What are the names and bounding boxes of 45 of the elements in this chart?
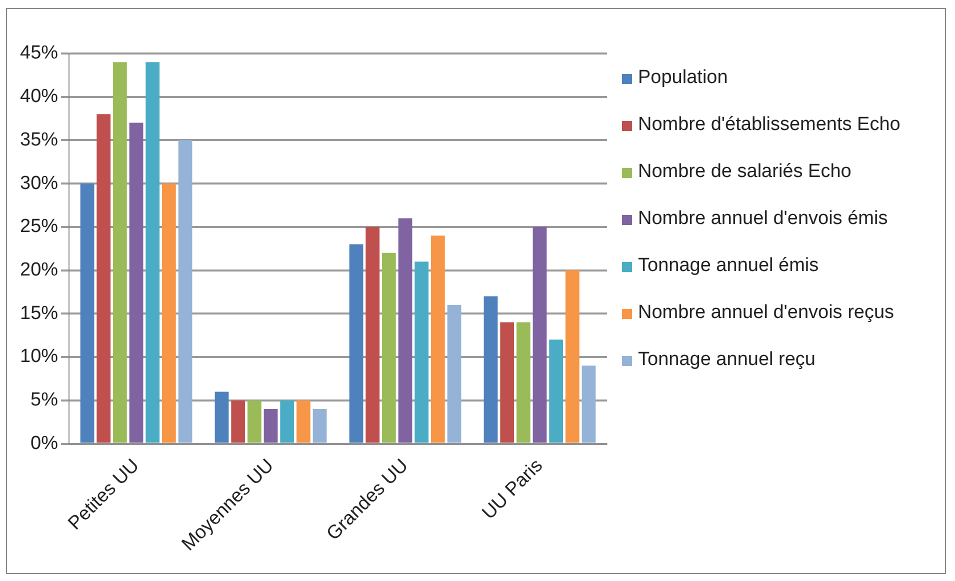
bar — [146, 62, 160, 443]
bar — [280, 400, 294, 443]
bar — [162, 184, 176, 443]
legend-label: Tonnage annuel reçu — [638, 348, 816, 372]
legend-label: Nombre d'établissements Echo — [638, 113, 900, 137]
legend-label: Nombre annuel d'envois reçus — [638, 301, 894, 325]
legend-label: Population — [638, 66, 728, 90]
bar — [129, 122, 144, 443]
bar — [312, 409, 327, 443]
legend-label: Nombre annuel d'envois émis — [638, 207, 888, 231]
bar — [430, 236, 445, 443]
bar — [565, 270, 580, 443]
bar — [549, 340, 564, 443]
bar — [214, 392, 229, 443]
y-tick-label: 30% — [20, 172, 58, 194]
bar — [96, 114, 111, 443]
bar — [296, 400, 310, 443]
bar — [178, 140, 192, 443]
bar — [582, 366, 596, 443]
bar — [349, 244, 364, 443]
y-tick-label: 5% — [30, 390, 58, 411]
bar — [80, 184, 94, 443]
bar — [113, 62, 127, 443]
y-tick-label: 45% — [20, 42, 58, 64]
y-tick-label: 25% — [20, 216, 58, 238]
y-tick-label: 0% — [30, 432, 58, 454]
bar — [247, 400, 262, 443]
bar — [484, 296, 498, 443]
y-tick-label: 20% — [20, 260, 58, 280]
legend-label: Nombre de salariés Echo — [638, 160, 852, 184]
bar — [414, 262, 429, 443]
bar — [398, 218, 412, 443]
y-tick-label: 40% — [20, 86, 58, 108]
bar — [532, 226, 547, 443]
bar — [382, 252, 396, 443]
bar — [500, 322, 514, 443]
bar — [447, 304, 462, 443]
legend-label: Tonnage annuel émis — [638, 254, 819, 278]
bar — [366, 226, 380, 443]
y-tick-label: 15% — [20, 302, 58, 324]
bar — [516, 322, 530, 443]
y-tick-label: 35% — [20, 129, 58, 150]
y-tick-label: 10% — [20, 346, 58, 368]
bar — [231, 400, 246, 443]
bar — [264, 409, 278, 443]
